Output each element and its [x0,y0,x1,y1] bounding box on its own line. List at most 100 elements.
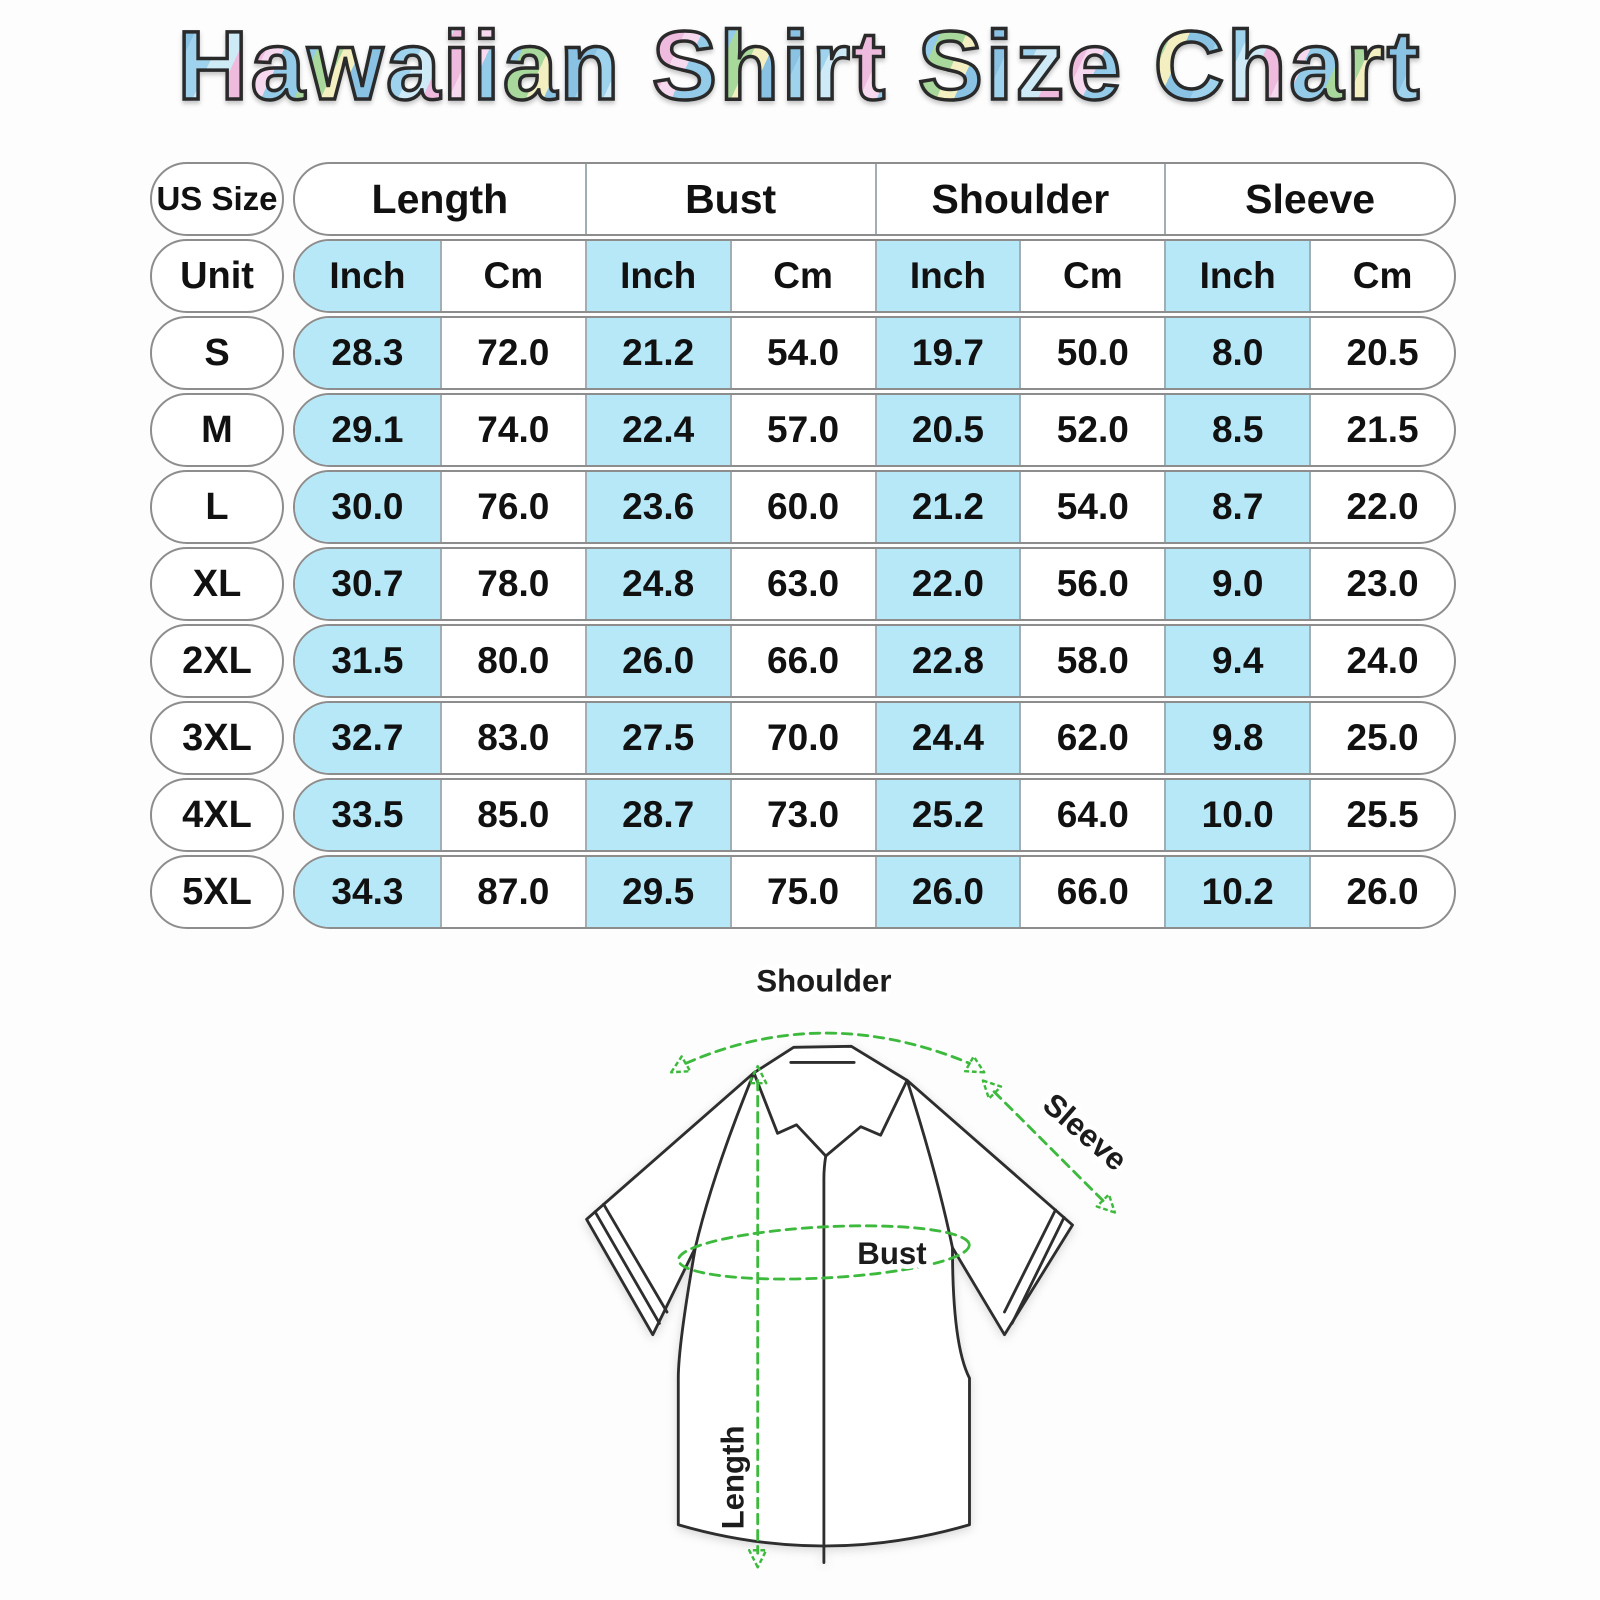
column-group-shoulder: Shoulder [874,164,1165,234]
column-group-length: Length [371,175,509,222]
value-cell-inch: 19.7 [874,318,1020,388]
value-cell-cm: 66.0 [729,626,875,696]
value-cell-cm: 85.0 [439,780,585,850]
value-cell-inch: 33.5 [295,780,440,850]
table-row: 2XL 31.5 80.0 26.0 66.0 22.8 58.0 9.4 24.0 [150,624,1456,698]
unit-cell-cm: Cm [729,241,875,311]
value-cell-inch: 21.2 [584,318,730,388]
size-chart-table: US Size Length Bust Shoulder Sleeve Unit… [150,162,1456,932]
value-cell-cm: 60.0 [729,472,875,542]
bust-measure-ellipse [677,1224,971,1281]
size-pill-label: L [150,470,284,544]
value-cell-inch: 21.2 [874,472,1020,542]
value-cell-inch: 30.0 [295,472,440,542]
right-cuff-lines [1003,1208,1066,1325]
corner-cell-us-size: US Size [150,162,284,236]
value-cell-cm: 83.0 [439,703,585,773]
value-cell-cm: 70.0 [729,703,875,773]
value-cell-inch: 10.2 [1164,857,1310,927]
unit-cell-cm: Cm [1309,241,1454,311]
value-cell-inch: 10.0 [1164,780,1310,850]
value-cell-inch: 9.0 [1164,549,1310,619]
row-capsule: 32.7 83.0 27.5 70.0 24.4 62.0 9.8 25.0 [293,701,1456,775]
shoulder-measure-arc [684,1031,971,1065]
left-cuff-lines [593,1202,669,1325]
table-unit-row: Unit Inch Cm Inch Cm Inch Cm Inch Cm [150,239,1456,313]
sleeve-measure-line [992,1090,1106,1203]
value-cell-cm: 63.0 [729,549,875,619]
row-capsule: 29.1 74.0 22.4 57.0 20.5 52.0 8.5 21.5 [293,393,1456,467]
header-capsule: Length Bust Shoulder Sleeve [293,162,1456,236]
shirt-silhouette [585,1044,1074,1548]
value-cell-cm: 54.0 [729,318,875,388]
unit-cell-inch: Inch [1164,241,1310,311]
value-cell-cm: 26.0 [1309,857,1454,927]
value-cell-inch: 22.4 [584,395,730,465]
measurement-marks [677,1031,1106,1555]
value-cell-cm: 58.0 [1019,626,1164,696]
value-cell-cm: 76.0 [439,472,585,542]
value-cell-cm: 66.0 [1019,857,1164,927]
size-pill-label: 5XL [150,855,284,929]
value-cell-cm: 54.0 [1019,472,1164,542]
value-cell-cm: 62.0 [1019,703,1164,773]
bust-measure-label: Bust [857,1236,926,1271]
value-cell-cm: 20.5 [1309,318,1454,388]
value-cell-inch: 22.8 [874,626,1020,696]
unit-cell-inch: Inch [874,241,1020,311]
value-cell-cm: 74.0 [439,395,585,465]
row-capsule: 28.3 72.0 21.2 54.0 19.7 50.0 8.0 20.5 [293,316,1456,390]
value-cell-cm: 80.0 [439,626,585,696]
value-cell-inch: 25.2 [874,780,1020,850]
value-cell-inch: 23.6 [584,472,730,542]
unit-cell-inch: Inch [295,241,440,311]
value-cell-cm: 87.0 [439,857,585,927]
row-capsule: 30.7 78.0 24.8 63.0 22.0 56.0 9.0 23.0 [293,547,1456,621]
shoulder-measure-label: Shoulder [756,963,891,998]
unit-capsule: Inch Cm Inch Cm Inch Cm Inch Cm [293,239,1456,313]
value-cell-cm: 72.0 [439,318,585,388]
value-cell-cm: 78.0 [439,549,585,619]
value-cell-inch: 26.0 [874,857,1020,927]
right-lapel [824,1078,909,1158]
value-cell-cm: 21.5 [1309,395,1454,465]
value-cell-inch: 29.1 [295,395,440,465]
value-cell-inch: 9.4 [1164,626,1310,696]
column-group-bust: Bust [584,164,875,234]
size-pill-label: XL [150,547,284,621]
value-cell-cm: 23.0 [1309,549,1454,619]
table-row: 5XL 34.3 87.0 29.5 75.0 26.0 66.0 10.2 26.0 [150,855,1456,929]
table-row: S 28.3 72.0 21.2 54.0 19.7 50.0 8.0 20.5 [150,316,1456,390]
value-cell-inch: 9.8 [1164,703,1310,773]
value-cell-cm: 75.0 [729,857,875,927]
value-cell-cm: 25.5 [1309,780,1454,850]
value-cell-cm: 57.0 [729,395,875,465]
value-cell-cm: 73.0 [729,780,875,850]
size-pill-label: M [150,393,284,467]
value-cell-inch: 31.5 [295,626,440,696]
size-pill-label: 4XL [150,778,284,852]
value-cell-inch: 22.0 [874,549,1020,619]
row-capsule: 30.0 76.0 23.6 60.0 21.2 54.0 8.7 22.0 [293,470,1456,544]
row-capsule: 34.3 87.0 29.5 75.0 26.0 66.0 10.2 26.0 [293,855,1456,929]
value-cell-inch: 34.3 [295,857,440,927]
length-measure-label: Length [716,1425,751,1529]
unit-cell-cm: Cm [439,241,585,311]
value-cell-inch: 30.7 [295,549,440,619]
size-pill-label: 3XL [150,701,284,775]
value-cell-inch: 20.5 [874,395,1020,465]
size-pill-label: 2XL [150,624,284,698]
shirt-outline-drawing [585,1044,1074,1564]
value-cell-cm: 52.0 [1019,395,1164,465]
value-cell-cm: 64.0 [1019,780,1164,850]
left-armhole-seam [693,1071,756,1250]
right-armhole-seam [905,1078,954,1250]
value-cell-inch: 24.4 [874,703,1020,773]
column-group-sleeve: Sleeve [1164,164,1454,234]
value-cell-cm: 25.0 [1309,703,1454,773]
shirt-measurement-diagram: Shoulder Sleeve Bust Length [585,959,1134,1569]
unit-pill: Unit [150,239,284,313]
size-rows: S 28.3 72.0 21.2 54.0 19.7 50.0 8.0 20.5 M 29.1… [150,316,1456,929]
table-row: XL 30.7 78.0 24.8 63.0 22.0 56.0 9.0 23.0 [150,547,1456,621]
